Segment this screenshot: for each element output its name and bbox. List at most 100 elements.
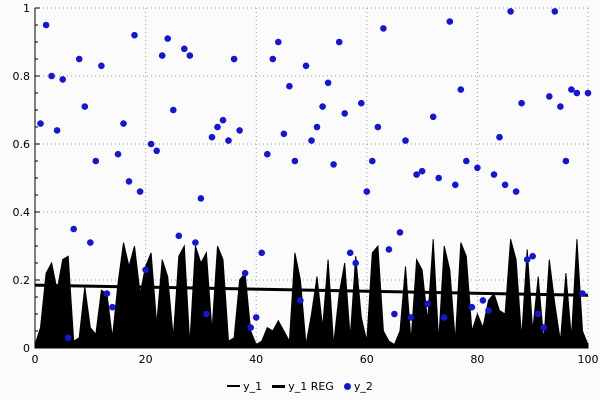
scatter-point-y2 xyxy=(463,157,470,165)
scatter-point-y2 xyxy=(203,310,210,318)
scatter-point-y2 xyxy=(435,174,443,182)
scatter-point-y2 xyxy=(335,38,343,46)
y-tick-label: 0 xyxy=(23,342,30,355)
y-tick-label: 0.4 xyxy=(13,206,31,219)
plot-area: 0 20 40 60 80 100 0 0.2 0.4 0.6 0.8 1 xyxy=(12,2,599,366)
scatter-point-y2 xyxy=(352,259,360,267)
regression-line-y1-reg xyxy=(34,283,589,297)
thick-line-swatch-icon xyxy=(272,384,286,388)
area-series-y1 xyxy=(34,239,589,349)
scatter-point-y2 xyxy=(551,8,559,15)
scatter-point-y2 xyxy=(109,303,116,311)
scatter-point-y2 xyxy=(396,229,404,236)
scatter-point-y2 xyxy=(142,266,149,274)
scatter-point-y2 xyxy=(424,300,431,308)
scatter-point-y2 xyxy=(297,297,304,304)
scatter-point-y2 xyxy=(252,314,260,321)
scatter-point-y2 xyxy=(529,252,536,260)
scatter-point-y2 xyxy=(568,86,575,93)
scatter-point-y2 xyxy=(402,137,409,144)
scatter-point-y2 xyxy=(518,99,525,107)
scatter-point-y2 xyxy=(418,167,426,175)
scatter-point-y2 xyxy=(197,195,205,202)
scatter-point-y2 xyxy=(164,35,171,42)
scatter-point-y2 xyxy=(70,225,77,233)
scatter-point-y2 xyxy=(523,256,531,263)
scatter-point-y2 xyxy=(385,246,393,253)
scatter-point-y2 xyxy=(302,62,310,70)
scatter-point-y2 xyxy=(147,140,155,148)
scatter-point-y2 xyxy=(534,310,542,318)
scatter-point-y2 xyxy=(103,290,111,297)
scatter-point-y2 xyxy=(313,123,321,131)
scatter-point-y2 xyxy=(230,55,238,63)
scatter-point-y2 xyxy=(546,93,553,100)
legend-item-y1: y_1 xyxy=(227,380,262,393)
scatter-point-y2 xyxy=(87,239,94,246)
scatter-point-y2 xyxy=(440,314,448,321)
scatter-point-y2 xyxy=(269,55,277,63)
scatter-point-y2 xyxy=(512,188,520,195)
scatter-point-y2 xyxy=(158,52,166,59)
scatter-point-y2 xyxy=(247,324,254,331)
legend-label-y1: y_1 xyxy=(243,379,263,393)
scatter-point-y2 xyxy=(64,334,72,342)
scatter-point-y2 xyxy=(363,188,371,195)
scatter-point-y2 xyxy=(562,157,570,165)
scatter-point-y2 xyxy=(175,232,183,240)
scatter-point-y2 xyxy=(275,38,282,46)
scatter-point-y2 xyxy=(53,127,61,134)
scatter-point-y2 xyxy=(490,171,498,178)
x-tick-label: 80 xyxy=(470,353,484,366)
scatter-point-y2 xyxy=(181,45,188,53)
scatter-point-y2 xyxy=(501,181,509,189)
scatter-point-y2 xyxy=(319,103,326,110)
dot-swatch-icon xyxy=(343,382,351,390)
scatter-point-y2 xyxy=(468,303,476,311)
scatter-point-y2 xyxy=(485,307,492,314)
scatter-point-y2 xyxy=(324,79,332,87)
scatter-point-y2 xyxy=(219,116,227,124)
line-swatch-icon xyxy=(227,385,241,387)
scatter-point-y2 xyxy=(479,297,487,304)
scatter-point-y2 xyxy=(120,120,127,127)
scatter-point-y2 xyxy=(42,21,50,29)
scatter-point-y2 xyxy=(286,82,293,90)
scatter-point-y2 xyxy=(446,18,454,25)
legend-label-y1-reg: y_1 REG xyxy=(288,379,334,393)
x-tick-label: 20 xyxy=(139,353,153,366)
scatter-point-y2 xyxy=(452,181,459,189)
scatter-point-y2 xyxy=(280,130,288,138)
scatter-point-y2 xyxy=(98,62,105,70)
scatter-point-y2 xyxy=(258,249,266,257)
scatter-point-y2 xyxy=(59,76,66,83)
legend-item-y2: y_2 xyxy=(343,379,373,393)
scatter-point-y2 xyxy=(192,239,199,246)
scatter-point-y2 xyxy=(579,290,586,297)
y-tick-label: 0.8 xyxy=(13,70,31,83)
scatter-point-y2 xyxy=(225,137,232,144)
scatter-point-y2 xyxy=(208,133,216,141)
scatter-point-y2 xyxy=(125,178,133,185)
scatter-point-y2 xyxy=(457,86,465,93)
x-tick-label: 40 xyxy=(249,353,263,366)
x-tick-label: 60 xyxy=(360,353,374,366)
scatter-point-y2 xyxy=(37,120,44,127)
scatter-point-y2 xyxy=(330,161,337,168)
scatter-point-y2 xyxy=(584,89,592,97)
x-tick-label: 0 xyxy=(32,353,39,366)
scatter-point-y2 xyxy=(407,314,415,321)
legend-label-y2: y_2 xyxy=(353,379,373,393)
scatter-point-y2 xyxy=(540,324,548,331)
scatter-point-y2 xyxy=(75,55,83,63)
legend-item-y1-reg: y_1 REG xyxy=(272,380,334,393)
scatter-point-y2 xyxy=(413,171,420,178)
scatter-point-y2 xyxy=(341,110,349,117)
scatter-point-y2 xyxy=(48,72,55,80)
scatter-point-y2 xyxy=(131,31,138,39)
scatter-point-y2 xyxy=(358,99,365,107)
scatter-point-y2 xyxy=(369,157,376,165)
scatter-point-y2 xyxy=(92,157,100,165)
scatter-point-y2 xyxy=(153,147,160,155)
